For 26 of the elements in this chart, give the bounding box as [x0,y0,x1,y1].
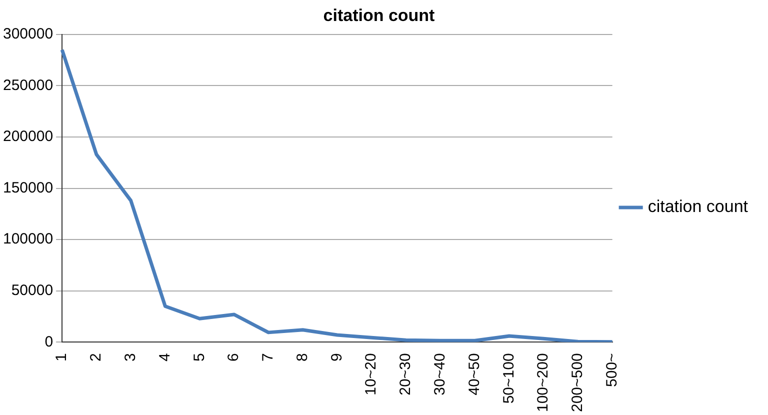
y-tick-label: 50000 [11,282,54,300]
legend-label: citation count [648,197,748,216]
y-tick-label: 300000 [2,26,54,43]
x-tick-label: 30~40 [432,353,449,396]
x-tick-label: 40~50 [466,353,483,396]
x-tick-label: 500~ [603,352,620,387]
chart-title: citation count [323,6,436,25]
x-tick-label: 4 [156,353,174,362]
x-tick-label: 200~500 [569,353,586,412]
x-tick-label: 50~100 [500,353,518,404]
x-tick-label: 9 [328,353,346,362]
y-tick-label: 0 [44,333,54,350]
x-tick-label: 5 [190,353,208,362]
x-tick-label: 10~20 [362,353,380,396]
x-tick-label: 7 [260,353,277,362]
x-tick-label: 20~30 [397,353,414,396]
x-tick-label: 2 [88,353,105,362]
y-tick-label: 200000 [2,128,54,146]
x-tick-label: 8 [294,353,311,362]
x-tick-label: 3 [122,353,139,362]
x-tick-label: 100~200 [534,353,552,412]
x-tick-label: 1 [53,353,70,362]
y-tick-label: 150000 [2,179,54,196]
x-tick-label: 6 [225,353,242,362]
y-tick-label: 100000 [2,230,54,248]
y-tick-label: 250000 [2,76,54,94]
